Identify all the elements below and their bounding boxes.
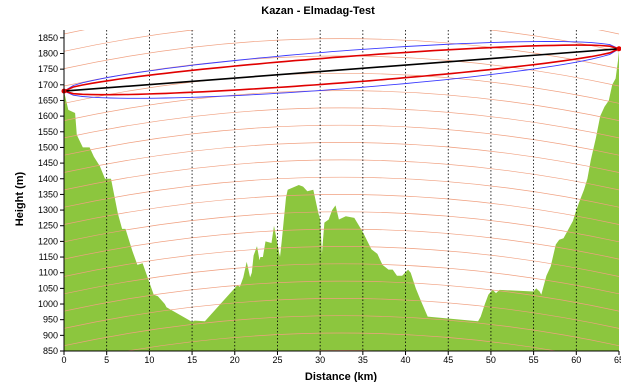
- x-tick-label: 65: [614, 355, 621, 365]
- curvature-line: [64, 125, 619, 155]
- chart-title: Kazan - Elmadag-Test: [261, 5, 375, 17]
- curvature-line: [64, 91, 619, 121]
- x-tick-label: 0: [61, 355, 66, 365]
- terrain-layer: [64, 50, 619, 351]
- y-tick-label: 1550: [38, 127, 58, 137]
- y-tick-label: 1300: [38, 205, 58, 215]
- y-tick-label: 1650: [38, 95, 58, 105]
- x-tick-label: 10: [144, 355, 154, 365]
- y-axis-ticks: 850 900 950 1000 1050 1100 1150 1200 1250 1300 135…: [38, 33, 64, 356]
- y-tick-label: 950: [43, 315, 58, 325]
- terrain-area: [64, 50, 619, 351]
- y-tick-label: 1400: [38, 174, 58, 184]
- x-tick-label: 15: [187, 355, 197, 365]
- y-tick-label: 1050: [38, 283, 58, 293]
- x-tick-label: 45: [443, 355, 453, 365]
- x-tick-label: 30: [315, 355, 325, 365]
- x-tick-label: 50: [486, 355, 496, 365]
- x-axis-title: Distance (km): [305, 371, 377, 382]
- y-tick-label: 1800: [38, 48, 58, 58]
- y-tick-label: 1600: [38, 111, 58, 121]
- curvature-line: [64, 21, 619, 51]
- curvature-line: [64, 177, 619, 207]
- x-tick-label: 5: [104, 355, 109, 365]
- curvature-line: [64, 143, 619, 173]
- x-tick-label: 60: [571, 355, 581, 365]
- curvature-line: [64, 108, 619, 138]
- line-of-sight-path: [64, 49, 619, 91]
- y-tick-label: 1100: [39, 268, 58, 278]
- end-endpoint: [617, 46, 621, 51]
- y-tick-label: 1450: [38, 158, 58, 168]
- y-tick-label: 1850: [38, 33, 58, 43]
- y-tick-label: 1200: [38, 236, 58, 246]
- y-tick-label: 1000: [38, 299, 58, 309]
- y-axis-title: Height (m): [14, 171, 26, 226]
- x-tick-label: 40: [401, 355, 411, 365]
- y-tick-label: 850: [43, 346, 58, 356]
- y-tick-label: 1500: [38, 142, 58, 152]
- curvature-line: [64, 73, 619, 103]
- x-tick-label: 20: [230, 355, 240, 365]
- curvature-line: [64, 160, 619, 190]
- y-tick-label: 1250: [38, 221, 58, 231]
- y-tick-label: 1150: [39, 252, 58, 262]
- x-tick-label: 25: [272, 355, 282, 365]
- y-tick-label: 1350: [38, 189, 58, 199]
- y-tick-label: 1750: [38, 64, 58, 74]
- x-tick-label: 35: [358, 355, 368, 365]
- y-tick-label: 900: [43, 330, 58, 340]
- x-axis-ticks: 0 5 10 15 20 25 30 35 40 45 50 55 60 65: [61, 351, 621, 365]
- y-tick-label: 1700: [38, 80, 58, 90]
- x-tick-label: 55: [529, 355, 539, 365]
